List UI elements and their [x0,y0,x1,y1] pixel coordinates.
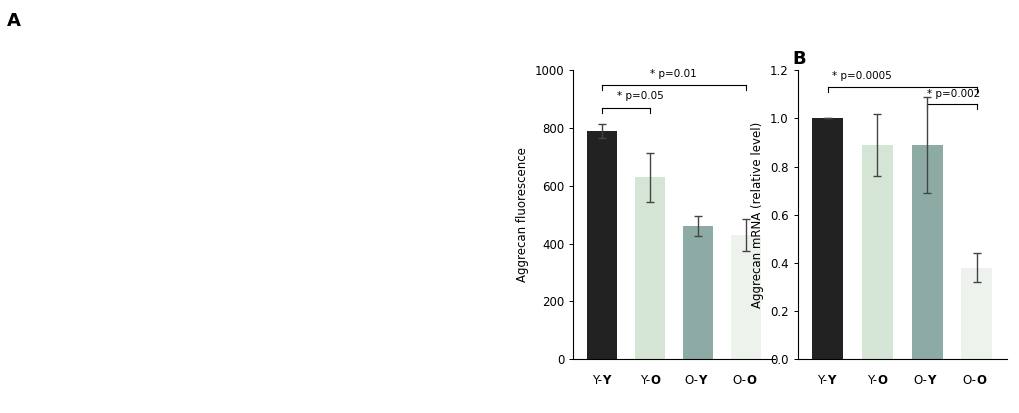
Text: Y: Y [926,374,934,387]
Text: O-: O- [912,374,926,387]
Text: Y-: Y- [591,374,601,387]
Text: O: O [746,374,756,387]
Bar [911,145,942,359]
Text: O-: O- [684,374,698,387]
Text: Y: Y [601,374,609,387]
Y-axis label: Aggrecan fluorescence: Aggrecan fluorescence [516,147,529,282]
Text: * p=0.05: * p=0.05 [615,90,662,101]
Text: O: O [649,374,659,387]
Text: * p=0.0005: * p=0.0005 [832,71,892,81]
Text: O: O [976,374,986,387]
Text: O-: O- [962,374,976,387]
Bar [961,268,991,359]
Bar [683,226,712,359]
Y-axis label: Aggrecan mRNA (relative level): Aggrecan mRNA (relative level) [751,122,763,308]
Bar [861,145,892,359]
Bar [587,131,616,359]
Text: O-: O- [732,374,746,387]
Text: * p=0.01: * p=0.01 [649,69,696,79]
Text: O: O [876,374,887,387]
Text: Y-: Y- [816,374,826,387]
Text: B: B [792,50,805,68]
Text: Y: Y [698,374,706,387]
Text: Y-: Y- [640,374,649,387]
Bar [731,235,760,359]
Text: A: A [7,12,20,31]
Bar [811,119,842,359]
Text: Y-: Y- [866,374,876,387]
Text: * p=0.002: * p=0.002 [926,89,979,99]
Text: Y: Y [826,374,835,387]
Bar [635,177,664,359]
